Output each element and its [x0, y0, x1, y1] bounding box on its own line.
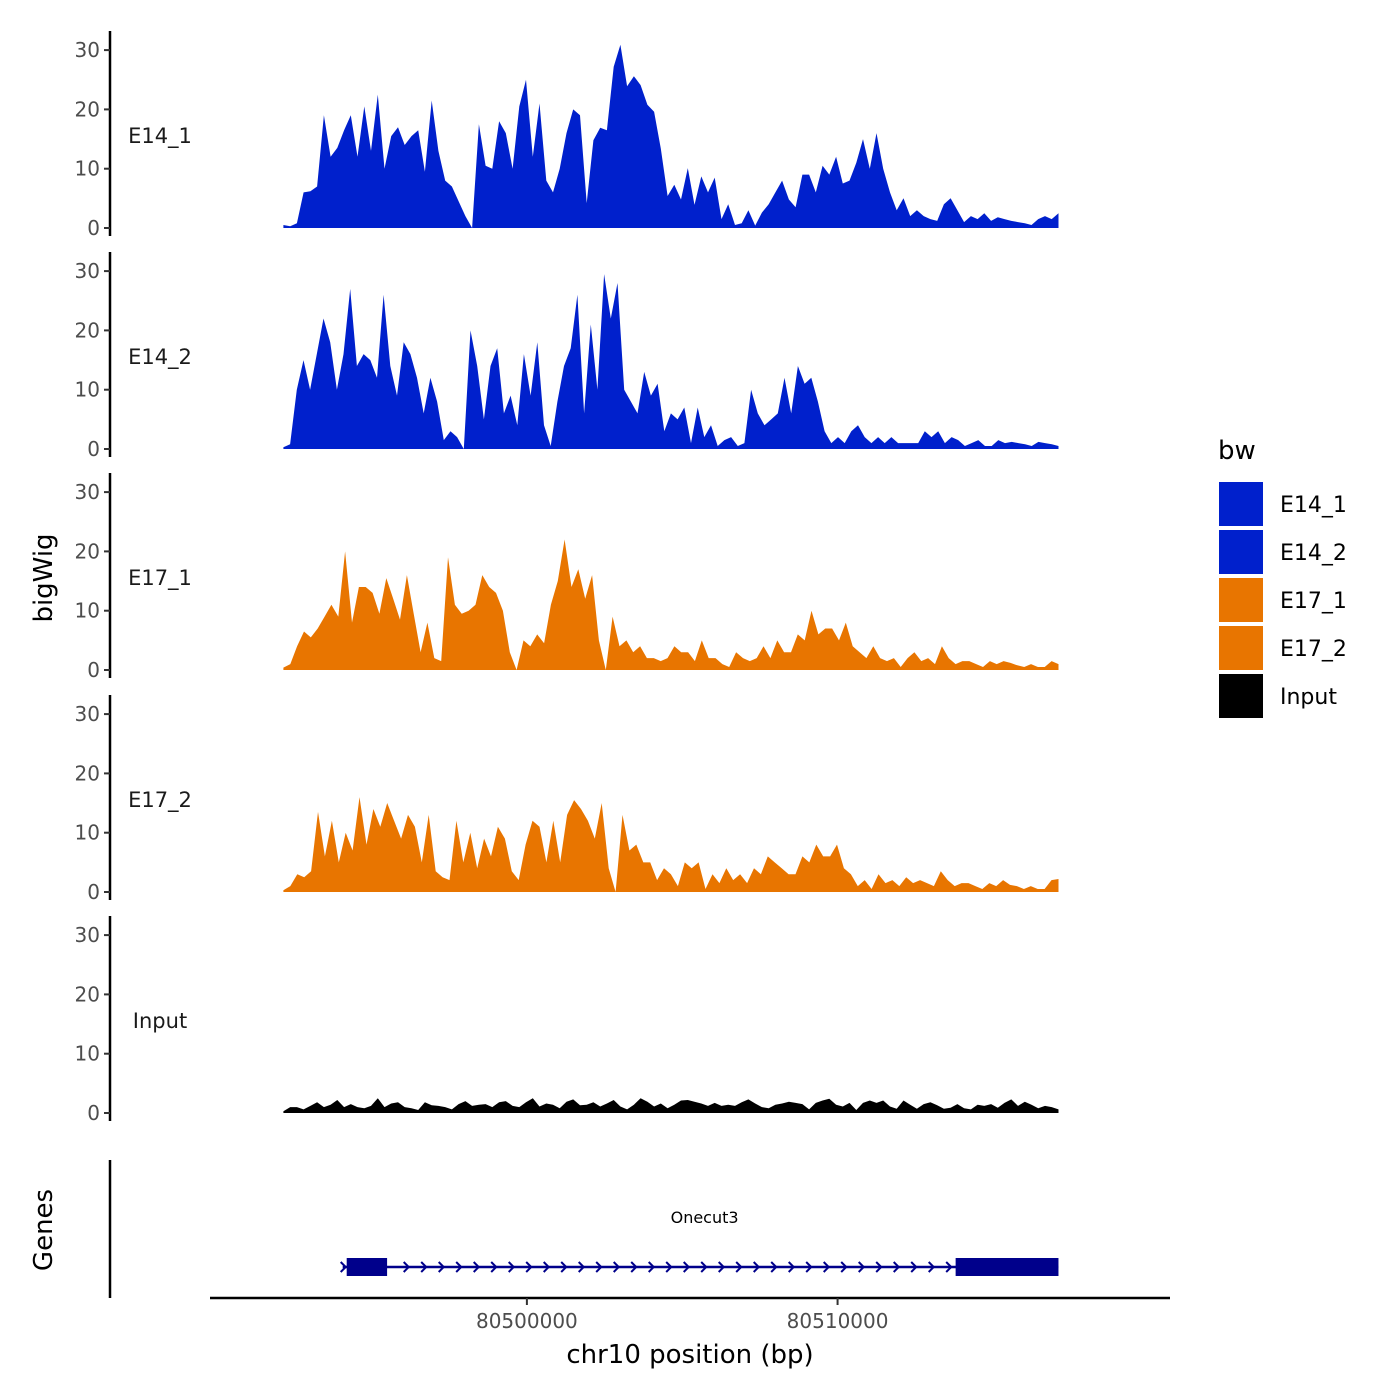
strand-arrow — [945, 1261, 953, 1273]
strand-arrow — [665, 1261, 673, 1273]
strand-arrow — [455, 1261, 463, 1273]
x-axis: 80500000 80510000 — [210, 1296, 1170, 1333]
legend-label: E17_2 — [1280, 637, 1347, 662]
strand-arrow — [420, 1261, 428, 1273]
y-tick-label: 0 — [87, 1101, 100, 1125]
track-label: E14_1 — [128, 124, 192, 149]
legend: bw E14_1 E14_2 E17_1 E17_2 Input — [1217, 436, 1347, 720]
gene-exon — [955, 1258, 1059, 1276]
strand-arrow — [682, 1261, 691, 1273]
y-tick-label: 30 — [75, 923, 100, 947]
legend-swatch — [1217, 480, 1265, 528]
y-tick-label: 10 — [75, 1042, 100, 1066]
y-tick-label: 30 — [75, 480, 100, 504]
strand-arrow — [472, 1261, 481, 1273]
legend-swatch — [1217, 528, 1265, 576]
gene-label: Onecut3 — [671, 1208, 739, 1227]
legend-label: E14_2 — [1280, 541, 1347, 566]
gene-exon — [346, 1258, 388, 1276]
legend-title: bw — [1218, 436, 1256, 466]
strand-arrow — [892, 1261, 901, 1273]
y-tick-label: 20 — [75, 982, 100, 1006]
strand-arrow — [577, 1261, 586, 1273]
legend-swatch — [1217, 576, 1265, 624]
strand-arrow — [437, 1261, 446, 1273]
x-axis-title: chr10 position (bp) — [566, 1340, 813, 1370]
legend-swatch — [1217, 624, 1265, 672]
strand-arrow — [647, 1261, 656, 1273]
strand-arrow — [630, 1261, 638, 1273]
strand-arrow — [927, 1261, 936, 1273]
strand-arrow — [735, 1261, 743, 1273]
legend-label: Input — [1280, 685, 1337, 710]
y-tick-label: 20 — [75, 97, 100, 121]
strand-arrow — [857, 1261, 866, 1273]
y-tick-label: 0 — [87, 658, 100, 682]
x-tick-label: 80500000 — [476, 1309, 578, 1333]
y-tick-label: 10 — [75, 599, 100, 623]
strand-arrow — [700, 1261, 708, 1273]
strand-arrow — [507, 1261, 516, 1273]
y-tick-label: 0 — [87, 437, 100, 461]
strand-arrow — [787, 1261, 796, 1273]
y-tick-label: 20 — [75, 539, 100, 563]
track-label: E17_1 — [128, 566, 192, 591]
gene-panel: Onecut3 — [108, 1160, 1059, 1298]
y-tick-label: 10 — [75, 157, 100, 181]
genes-axis-title: Genes — [29, 1189, 59, 1271]
strand-arrow — [612, 1261, 621, 1273]
y-tick-label: 0 — [87, 216, 100, 240]
strand-arrow — [770, 1261, 778, 1273]
x-tick-label: 80510000 — [787, 1309, 889, 1333]
track-panel-E17_2: 0 10 20 30 E17_2 — [75, 695, 1059, 904]
legend-label: E17_1 — [1280, 589, 1347, 614]
signal-area-E17_2 — [283, 797, 1059, 892]
track-label: Input — [133, 1009, 187, 1033]
y-tick-label: 10 — [75, 821, 100, 845]
legend-label: E14_1 — [1280, 493, 1347, 518]
y-tick-label: 20 — [75, 318, 100, 342]
strand-arrow — [490, 1261, 498, 1273]
track-panel-Input: 0 10 20 30 Input — [75, 916, 1059, 1125]
track-panel-E14_2: 0 10 20 30 E14_2 — [75, 252, 1059, 461]
track-label: E14_2 — [128, 345, 192, 370]
strand-arrow — [840, 1261, 848, 1273]
strand-arrow — [339, 1261, 348, 1273]
track-panel-E14_1: 0 10 20 30 E14_1 — [75, 31, 1059, 240]
strand-arrow — [560, 1261, 568, 1273]
signal-area-E14_1 — [283, 44, 1059, 228]
strand-arrow — [752, 1261, 761, 1273]
track-panel-E17_1: 0 10 20 30 E17_1 — [75, 473, 1059, 682]
y-tick-label: 30 — [75, 38, 100, 62]
strand-arrow — [595, 1261, 603, 1273]
bigwig-panels: 0 10 20 30 E14_1 0 10 20 30 E14_2 0 10 20 30 E17_1 0 10 2… — [75, 31, 1059, 1125]
strand-arrow — [910, 1261, 918, 1273]
signal-area-E17_1 — [283, 539, 1059, 670]
strand-arrow — [822, 1261, 831, 1273]
y-tick-label: 30 — [75, 702, 100, 726]
strand-arrow — [542, 1261, 551, 1273]
strand-arrow — [875, 1261, 883, 1273]
strand-arrow — [805, 1261, 813, 1273]
legend-swatch — [1217, 672, 1265, 720]
y-tick-label: 20 — [75, 761, 100, 785]
track-label: E17_2 — [128, 788, 192, 813]
strand-arrow — [402, 1261, 411, 1273]
y-axis-title: bigWig — [29, 533, 59, 622]
signal-area-E14_2 — [283, 274, 1059, 449]
y-tick-label: 30 — [75, 259, 100, 283]
strand-arrow — [717, 1261, 726, 1273]
y-tick-label: 0 — [87, 880, 100, 904]
strand-arrow — [525, 1261, 533, 1273]
y-tick-label: 10 — [75, 378, 100, 402]
signal-area-Input — [283, 1098, 1059, 1113]
